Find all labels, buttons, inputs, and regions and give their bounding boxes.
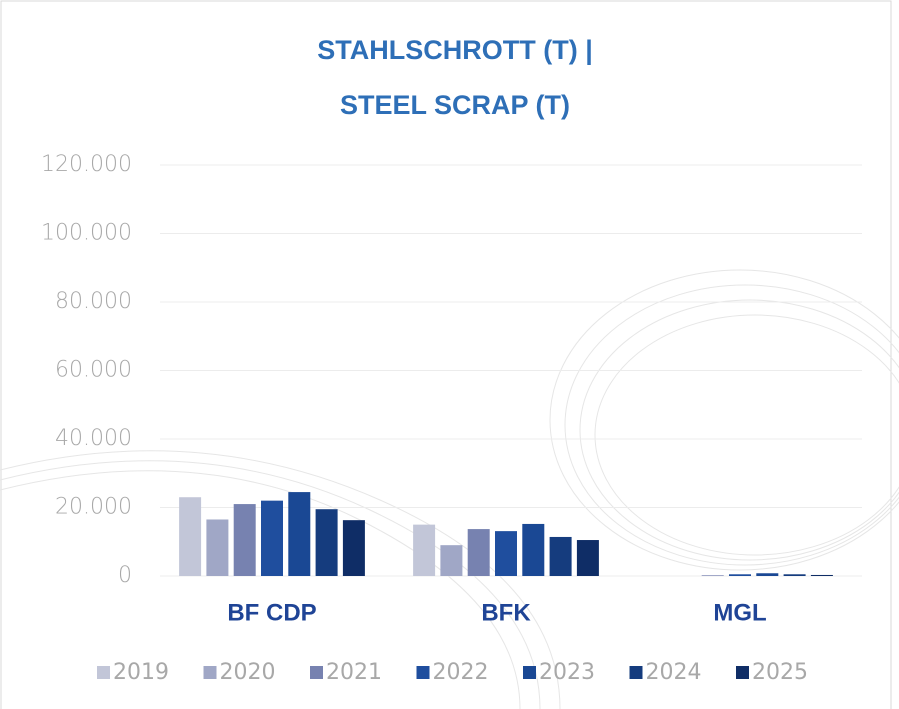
- y-tick-label: 60.000: [55, 358, 132, 383]
- bar: [179, 497, 201, 576]
- legend-label: 2024: [646, 660, 702, 685]
- bar: [550, 537, 572, 576]
- bar: [343, 520, 365, 576]
- y-tick-label: 100.000: [41, 221, 132, 246]
- y-tick-label: 40.000: [55, 426, 132, 451]
- bar: [316, 509, 338, 576]
- legend-label: 2020: [220, 660, 276, 685]
- legend-swatch: [310, 666, 323, 679]
- bar: [206, 519, 228, 576]
- x-tick-label: BFK: [481, 599, 531, 626]
- y-tick-label: 0: [118, 563, 132, 588]
- bar: [729, 574, 751, 576]
- background-waves: [0, 270, 899, 709]
- legend-label: 2023: [539, 660, 595, 685]
- chart: STAHLSCHROTT (T) | STEEL SCRAP (T) 0 20.0…: [0, 0, 899, 709]
- bar: [756, 573, 778, 576]
- bar: [413, 525, 435, 576]
- bar: [288, 492, 310, 576]
- legend-swatch: [736, 666, 749, 679]
- legend-label: 2025: [752, 660, 808, 685]
- legend-swatch: [417, 666, 430, 679]
- bar: [577, 540, 599, 576]
- bar: [522, 524, 544, 576]
- legend-swatch: [523, 666, 536, 679]
- legend-label: 2022: [433, 660, 489, 685]
- bar: [440, 545, 462, 576]
- y-tick-label: 80.000: [55, 289, 132, 314]
- bar: [495, 531, 517, 576]
- y-tick-label: 120.000: [41, 152, 132, 177]
- y-tick-label: 20.000: [55, 495, 132, 520]
- legend-swatch: [204, 666, 217, 679]
- x-tick-label: BF CDP: [227, 599, 316, 626]
- legend-label: 2021: [326, 660, 382, 685]
- legend-swatch: [630, 666, 643, 679]
- chart-title: STAHLSCHROTT (T) |: [317, 35, 593, 65]
- x-tick-label: MGL: [713, 599, 766, 626]
- bar: [702, 575, 724, 576]
- legend-swatch: [97, 666, 110, 679]
- legend-label: 2019: [113, 660, 169, 685]
- chart-title: STEEL SCRAP (T): [340, 90, 570, 120]
- bar: [468, 529, 490, 576]
- bar: [811, 575, 833, 576]
- bar: [784, 574, 806, 576]
- bar: [261, 501, 283, 576]
- bar: [234, 504, 256, 576]
